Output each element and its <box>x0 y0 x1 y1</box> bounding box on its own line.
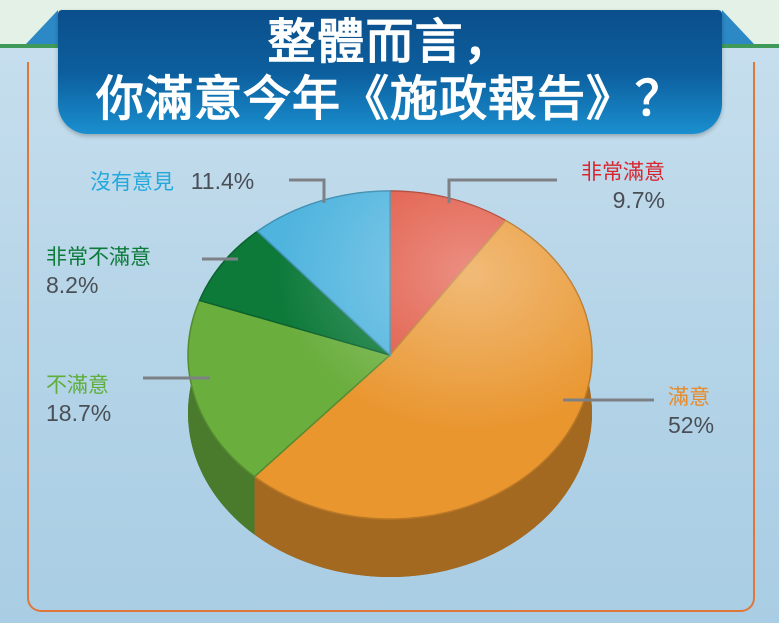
slice-label: 非常滿意 <box>581 160 665 184</box>
title-banner <box>58 10 722 134</box>
pie-highlight <box>188 191 592 519</box>
slice-label: 非常不滿意 <box>46 245 151 269</box>
slice-label: 滿意 <box>668 385 710 409</box>
leader-line-4 <box>289 178 326 203</box>
label-very-satisfied: 非常滿意 9.7% <box>581 158 665 214</box>
slice-value: 11.4% <box>190 168 255 194</box>
leader-line-0 <box>447 178 557 203</box>
banner-fold-left <box>26 10 58 44</box>
label-dissatisfied: 不滿意 18.7% <box>46 371 111 427</box>
banner-fold-right <box>722 10 754 44</box>
label-very-dissatisfied: 非常不滿意 8.2% <box>46 243 151 299</box>
slice-value: 52% <box>668 412 715 438</box>
slice-label: 沒有意見 <box>90 170 174 194</box>
label-no-opinion: 沒有意見 11.4% <box>90 167 254 196</box>
label-satisfied: 滿意 52% <box>668 383 714 439</box>
slice-side-2 <box>187 300 255 535</box>
slice-value: 18.7% <box>46 400 112 426</box>
slice-value: 8.2% <box>46 272 99 298</box>
title-line-2: 你滿意今年《施政報告》？ <box>95 71 684 127</box>
title-line-1: 整體而言， <box>267 14 513 70</box>
slice-value: 9.7% <box>612 187 665 213</box>
slice-side-1 <box>254 220 593 578</box>
slice-label: 不滿意 <box>46 373 109 397</box>
chart-frame <box>27 62 755 612</box>
